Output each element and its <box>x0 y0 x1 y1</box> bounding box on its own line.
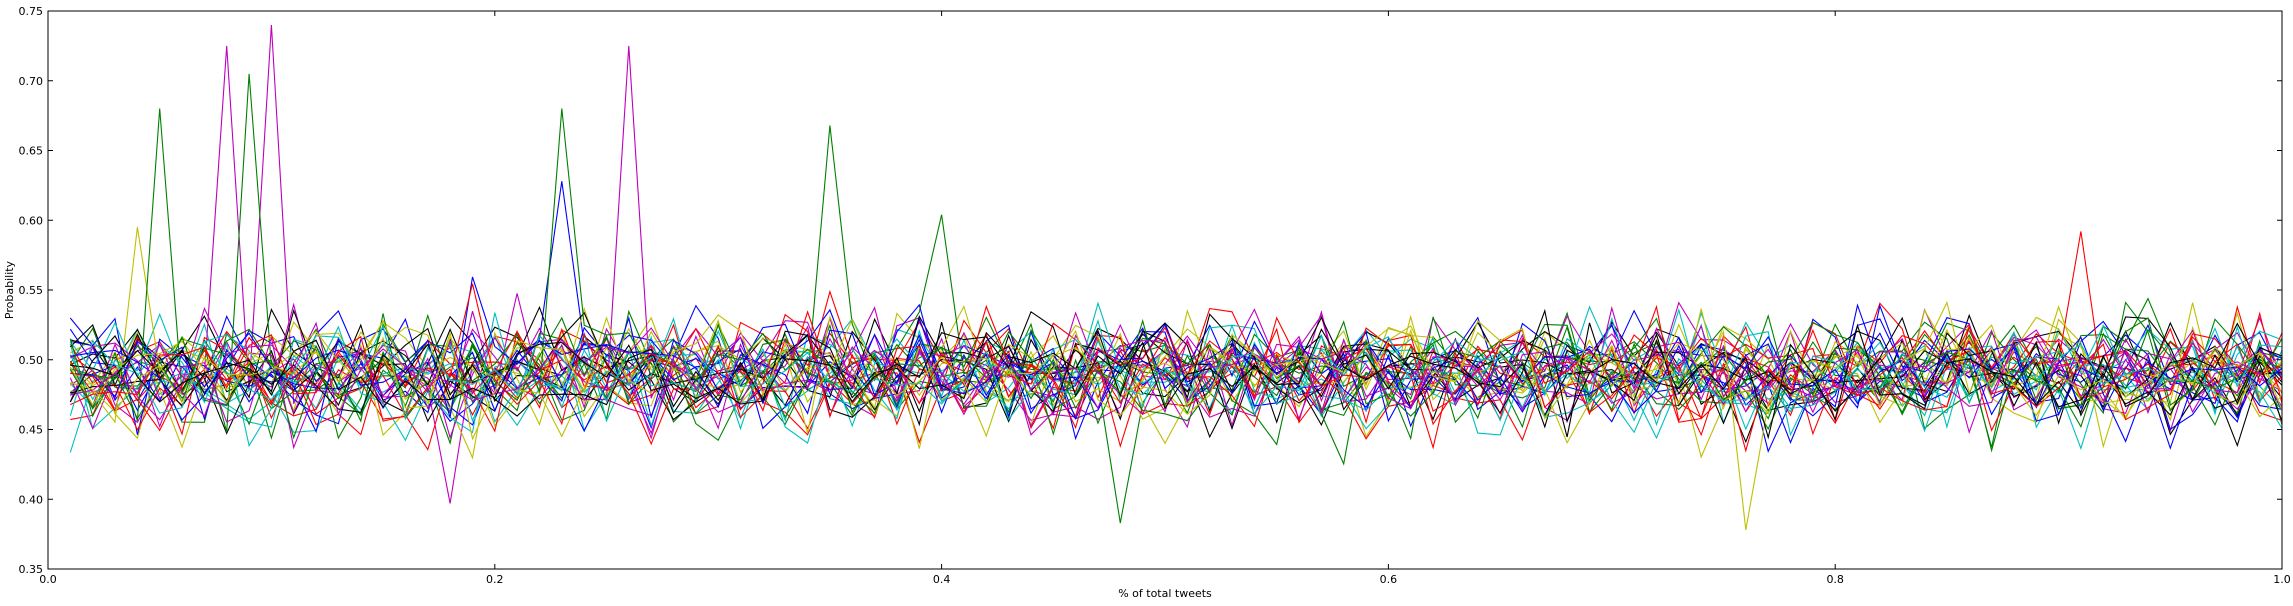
x-tick-label: 0.4 <box>933 573 951 586</box>
y-tick-label: 0.70 <box>19 75 44 88</box>
x-axis: 0.0 0.2 0.4 0.6 0.8 1.0 <box>39 11 2291 586</box>
series-line-35 <box>70 313 2283 417</box>
x-tick-label: 0.2 <box>486 573 504 586</box>
series-line-40 <box>70 321 2283 420</box>
x-tick-label: 0.8 <box>1826 573 1844 586</box>
y-axis: 0.35 0.40 0.45 0.50 0.55 0.60 0.65 0.70 0.75 <box>19 5 2282 576</box>
plot-area <box>48 11 2282 569</box>
y-tick-label: 0.65 <box>19 145 44 158</box>
series-layer <box>69 24 2283 530</box>
x-axis-title: % of total tweets <box>1118 587 1212 600</box>
y-tick-label: 0.55 <box>19 284 44 297</box>
series-line-17 <box>69 311 2283 442</box>
series-line-41 <box>70 300 2283 530</box>
x-tick-label: 0.6 <box>1380 573 1398 586</box>
series-line-22 <box>69 303 2283 435</box>
y-tick-label: 0.40 <box>19 493 44 506</box>
series-line-12 <box>69 45 2283 504</box>
series-line-16 <box>69 214 2283 448</box>
x-tick-label: 1.0 <box>2273 573 2291 586</box>
y-tick-label: 0.45 <box>19 424 44 437</box>
y-tick-label: 0.75 <box>19 5 44 18</box>
y-tick-label: 0.50 <box>19 354 44 367</box>
series-line-38 <box>70 283 2283 453</box>
y-tick-label: 0.60 <box>19 214 44 227</box>
y-tick-label: 0.35 <box>19 563 44 576</box>
series-line-36 <box>70 276 2283 434</box>
y-axis-title: Probability <box>3 260 16 319</box>
series-line-29 <box>70 303 2283 450</box>
series-line-39 <box>69 316 2283 421</box>
x-tick-label: 0.0 <box>39 573 57 586</box>
series-line-42 <box>69 308 2283 440</box>
